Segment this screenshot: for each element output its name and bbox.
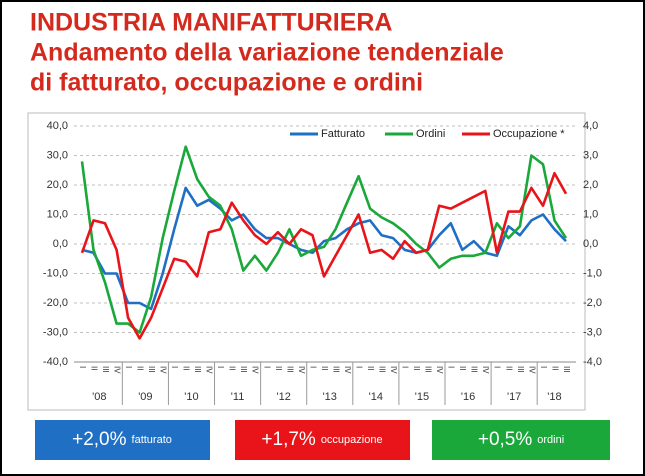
x-tick-label: II (412, 366, 421, 370)
year-label: '13 (323, 391, 337, 403)
year-label: '09 (138, 391, 152, 403)
y2-tick-label: -4,0 (583, 356, 602, 368)
x-tick-label: III (378, 366, 387, 373)
x-tick-label: III (424, 366, 433, 373)
y2-tick-label: -1,0 (583, 267, 602, 279)
y-tick-label: 0,0 (53, 238, 68, 250)
x-tick-label: I (262, 366, 271, 368)
x-tick-label: I (308, 366, 317, 368)
y2-tick-label: 4,0 (583, 120, 598, 132)
x-tick-label: I (354, 366, 363, 368)
y2-tick-label: -2,0 (583, 297, 602, 309)
y2-tick-label: 2,0 (583, 179, 598, 191)
x-tick-label: I (124, 366, 133, 368)
y2-tick-label: 0,0 (583, 238, 598, 250)
x-tick-label: IV (112, 366, 121, 374)
y-tick-label: 40,0 (47, 120, 68, 132)
summary-label: ordini (537, 434, 564, 446)
y2-tick-label: -3,0 (583, 326, 602, 338)
x-tick-label: III (239, 366, 248, 373)
summary-label: fatturato (132, 434, 172, 446)
series-line (80, 145, 568, 334)
x-tick-label: III (285, 366, 294, 373)
x-tick-label: III (147, 366, 156, 373)
year-label: '18 (547, 391, 561, 403)
x-tick-label: II (550, 366, 559, 370)
series-line (80, 171, 568, 340)
year-label: '15 (415, 391, 429, 403)
x-tick-label: I (216, 366, 225, 368)
legend-label: Fatturato (321, 128, 365, 140)
x-tick-label: I (78, 366, 87, 368)
year-label: '08 (92, 391, 106, 403)
y-tick-label: 10,0 (47, 208, 68, 220)
x-tick-label: I (539, 366, 548, 368)
x-tick-label: II (182, 366, 191, 370)
chart-subtitle: di fatturato, occupazione e ordini (30, 69, 423, 97)
summary-text: +1,7% occupazione (261, 429, 382, 450)
x-tick-label: II (320, 366, 329, 370)
y2-tick-label: 3,0 (583, 149, 598, 161)
x-tick-label: II (228, 366, 237, 370)
x-tick-label: I (493, 366, 502, 368)
y2-tick-label: 1,0 (583, 208, 598, 220)
x-tick-label: I (447, 366, 456, 368)
year-label: '11 (231, 391, 245, 403)
x-tick-label: IV (435, 366, 444, 374)
x-tick-label: III (101, 366, 110, 373)
y-tick-label: -20,0 (43, 297, 68, 309)
year-label: '17 (507, 391, 521, 403)
year-label: '16 (461, 391, 475, 403)
x-tick-label: III (193, 366, 202, 373)
x-tick-label: II (136, 366, 145, 370)
x-tick-label: IV (389, 366, 398, 374)
x-tick-label: IV (481, 366, 490, 374)
x-tick-label: II (366, 366, 375, 370)
y-tick-label: 30,0 (47, 149, 68, 161)
legend-label: Ordini (416, 128, 445, 140)
summary-value: +1,7% (261, 429, 316, 450)
x-tick-label: IV (297, 366, 306, 374)
x-tick-label: III (470, 366, 479, 373)
x-tick-label: II (89, 366, 98, 370)
year-label: '14 (369, 391, 383, 403)
summary-text: +2,0% fatturato (72, 429, 172, 450)
x-tick-label: IV (343, 366, 352, 374)
x-tick-label: IV (159, 366, 168, 374)
x-tick-label: I (401, 366, 410, 368)
y-tick-label: -30,0 (43, 326, 68, 338)
x-tick-label: I (170, 366, 179, 368)
x-tick-label: II (504, 366, 513, 370)
x-tick-label: IV (205, 366, 214, 374)
x-tick-label: III (516, 366, 525, 373)
y-tick-label: 20,0 (47, 179, 68, 191)
summary-box (35, 420, 210, 460)
y-tick-label: -10,0 (43, 267, 68, 279)
x-tick-label: III (562, 366, 571, 373)
chart-title: INDUSTRIA MANIFATTURIERA (30, 9, 392, 37)
summary-box (235, 420, 410, 460)
y-tick-label: -40,0 (43, 356, 68, 368)
x-tick-label: II (458, 366, 467, 370)
year-label: '10 (184, 391, 198, 403)
summary-value: +0,5% (478, 429, 533, 450)
year-label: '12 (276, 391, 290, 403)
x-tick-label: III (331, 366, 340, 373)
legend-label: Occupazione * (493, 128, 565, 140)
plot-frame (27, 112, 586, 411)
summary-value: +2,0% (72, 429, 127, 450)
summary-label: occupazione (321, 434, 383, 446)
x-tick-label: IV (527, 366, 536, 374)
summary-text: +0,5% ordini (478, 429, 564, 450)
x-tick-label: IV (251, 366, 260, 374)
summary-box (432, 420, 610, 460)
chart-subtitle: Andamento della variazione tendenziale (30, 39, 504, 67)
x-tick-label: II (274, 366, 283, 370)
